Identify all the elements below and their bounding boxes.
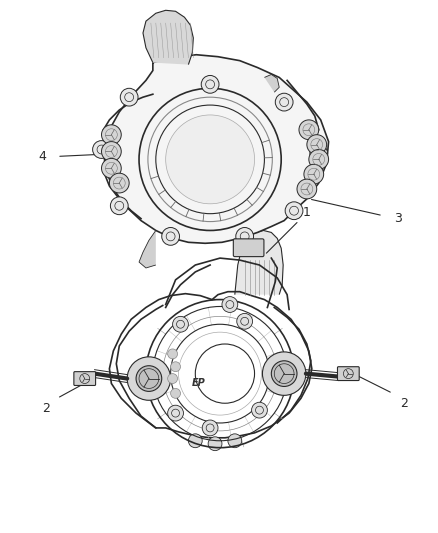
Circle shape [168, 349, 177, 359]
Circle shape [307, 135, 327, 155]
Circle shape [201, 76, 219, 93]
Text: EP: EP [191, 378, 205, 389]
Circle shape [304, 164, 324, 184]
Circle shape [299, 120, 319, 140]
PathPatch shape [265, 75, 279, 92]
Circle shape [262, 352, 306, 395]
FancyBboxPatch shape [233, 239, 264, 256]
Circle shape [202, 420, 218, 436]
Circle shape [102, 125, 121, 144]
Text: 2: 2 [42, 402, 50, 415]
Circle shape [208, 437, 222, 450]
Circle shape [136, 366, 162, 391]
PathPatch shape [139, 230, 156, 268]
Text: 1: 1 [303, 206, 311, 219]
Circle shape [92, 141, 110, 158]
Circle shape [236, 228, 254, 245]
Text: 3: 3 [394, 212, 402, 225]
Circle shape [310, 144, 328, 163]
Circle shape [251, 402, 267, 418]
Circle shape [285, 202, 303, 220]
Circle shape [110, 197, 128, 215]
Circle shape [171, 362, 180, 372]
Text: 2: 2 [400, 397, 408, 410]
Circle shape [162, 228, 180, 245]
Circle shape [120, 88, 138, 106]
PathPatch shape [103, 55, 328, 243]
Circle shape [275, 93, 293, 111]
Circle shape [102, 158, 121, 178]
Circle shape [228, 434, 242, 448]
Circle shape [188, 434, 202, 448]
PathPatch shape [143, 10, 193, 64]
Circle shape [102, 142, 121, 161]
FancyBboxPatch shape [337, 367, 359, 381]
PathPatch shape [235, 230, 283, 295]
Circle shape [168, 405, 184, 421]
Circle shape [171, 389, 180, 398]
Circle shape [237, 313, 253, 329]
Circle shape [222, 296, 238, 312]
Circle shape [309, 149, 328, 169]
FancyBboxPatch shape [74, 372, 95, 385]
Text: 4: 4 [39, 150, 46, 163]
Circle shape [127, 357, 171, 400]
Circle shape [271, 361, 297, 386]
Circle shape [173, 317, 188, 332]
Circle shape [168, 374, 177, 384]
Circle shape [110, 173, 129, 193]
Circle shape [166, 115, 254, 204]
Circle shape [297, 179, 317, 199]
